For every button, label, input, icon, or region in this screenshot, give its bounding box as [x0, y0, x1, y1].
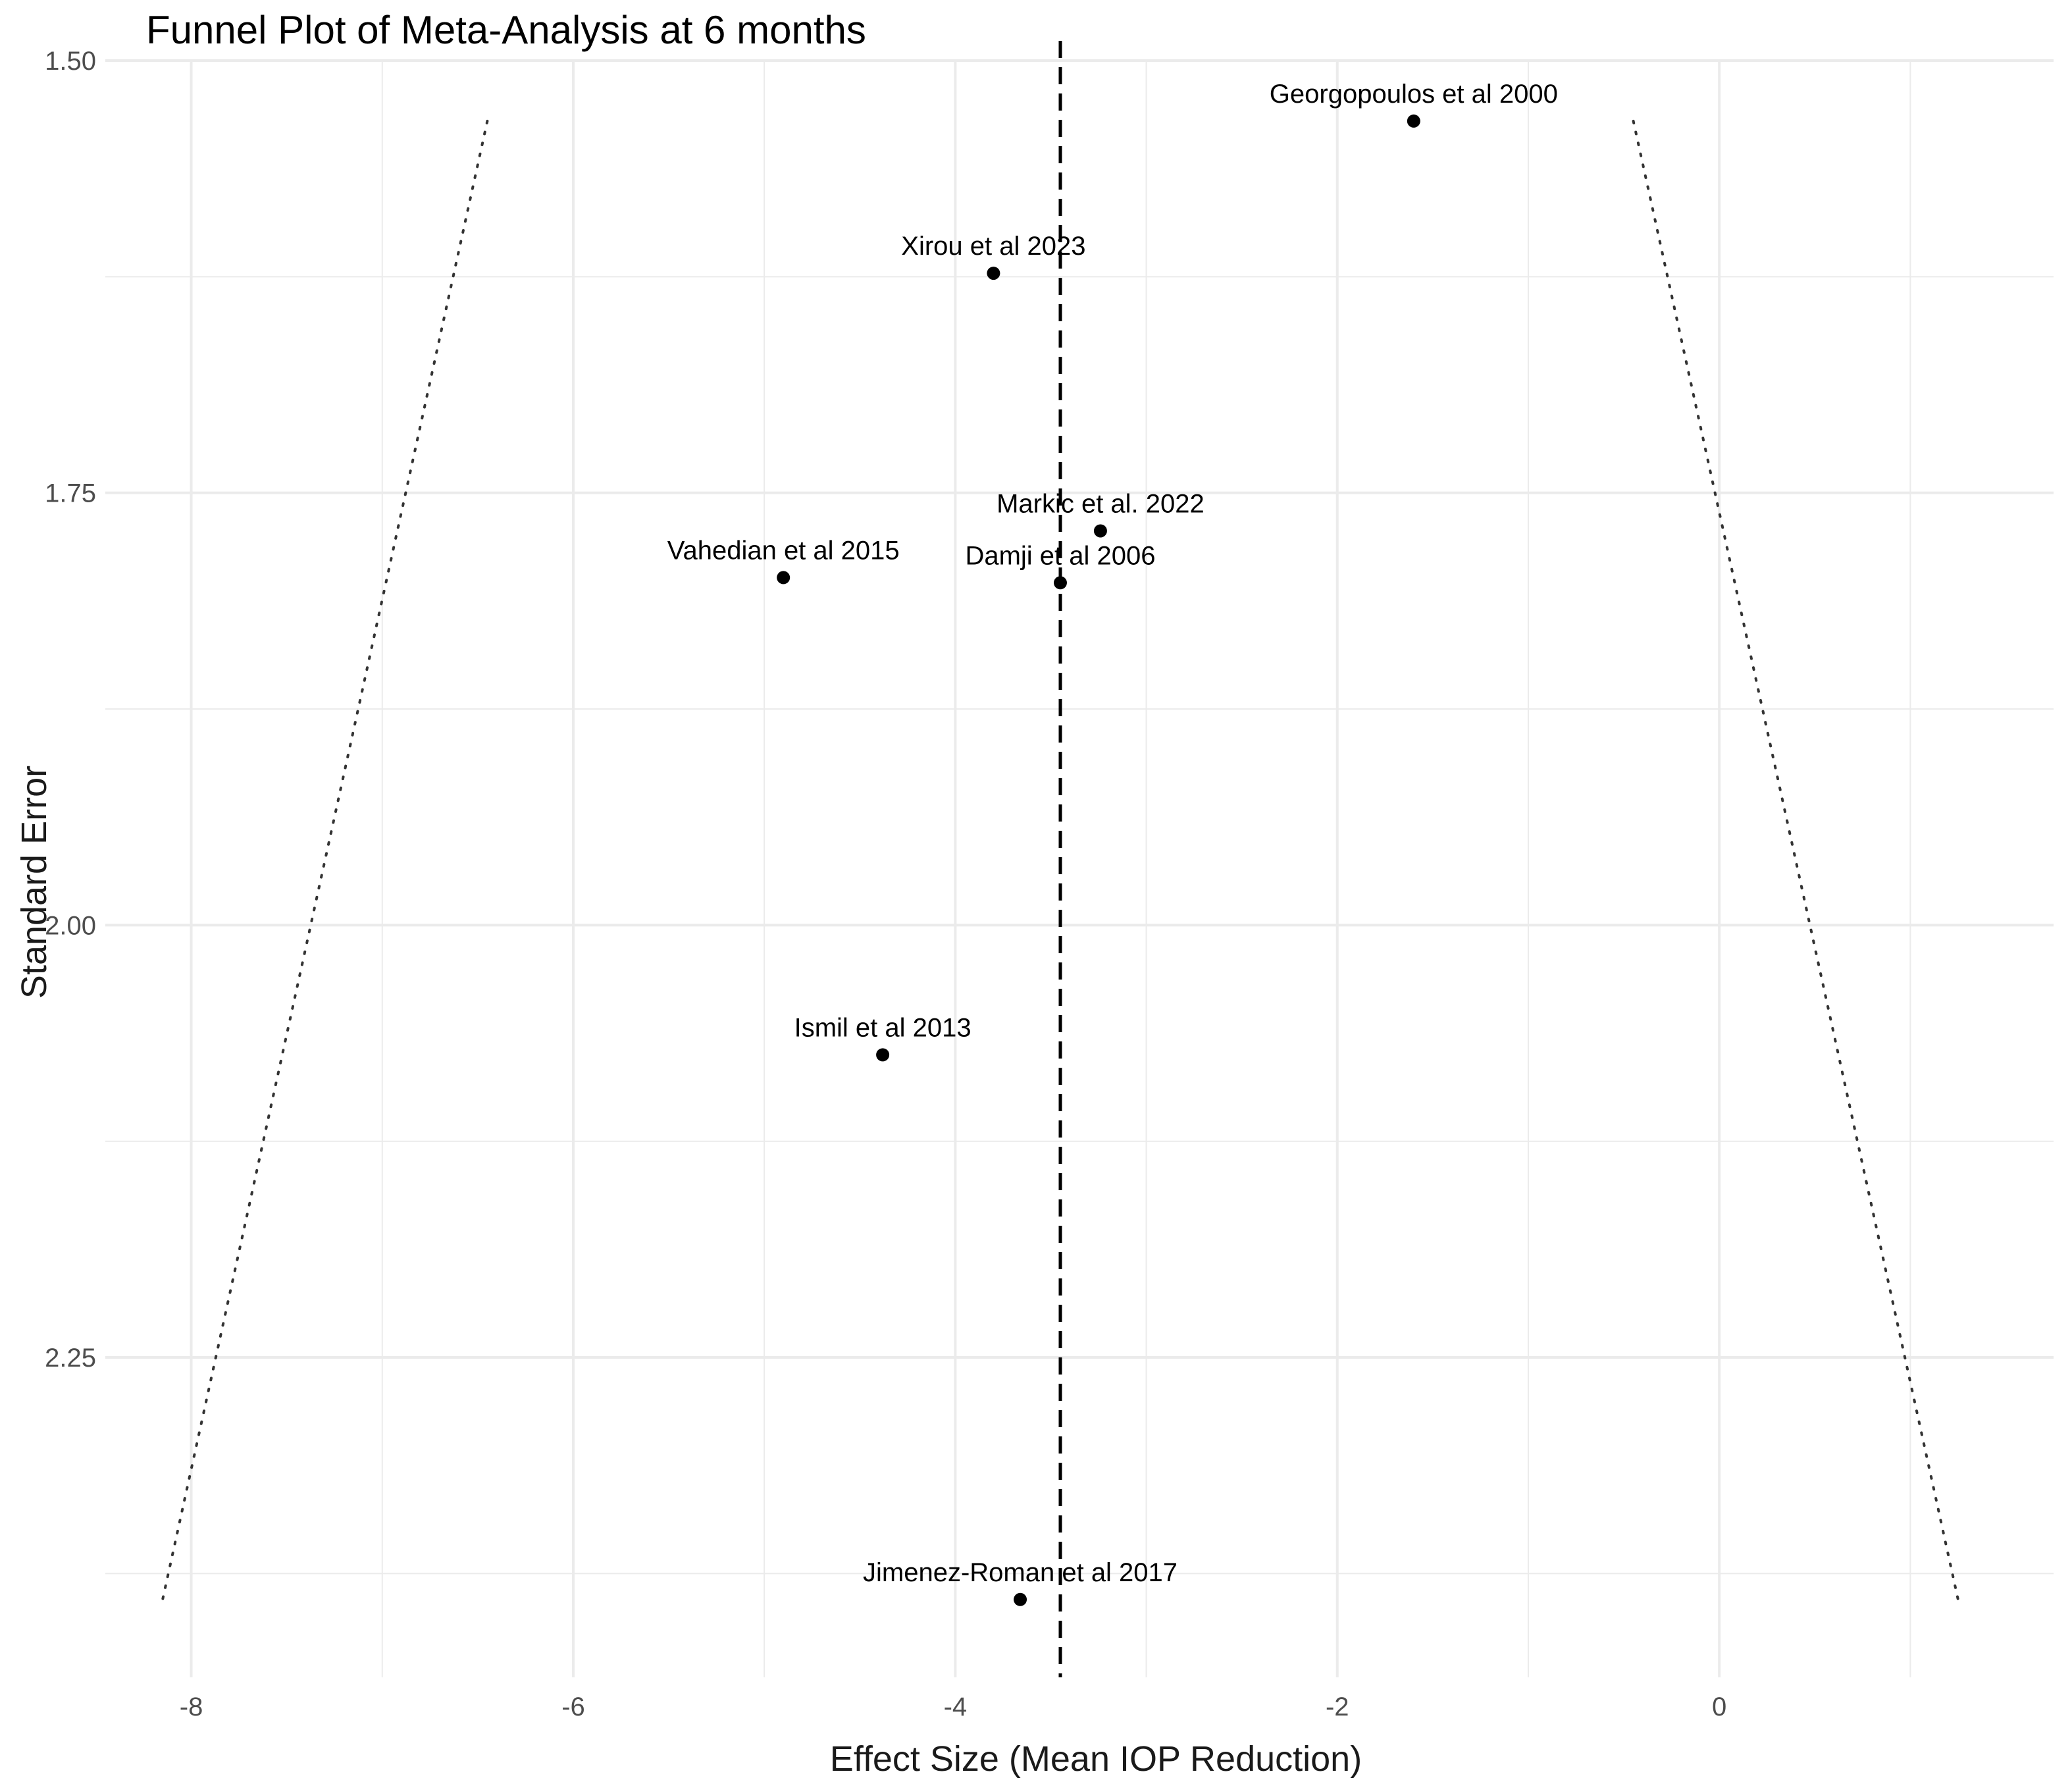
x-tick-label: -2	[1326, 1692, 1349, 1721]
data-point	[1014, 1592, 1027, 1606]
x-tick-label: 0	[1712, 1692, 1726, 1721]
point-label: Vahedian et al 2015	[667, 536, 900, 565]
y-tick-label: 2.25	[45, 1344, 96, 1373]
y-tick-label: 2.00	[45, 911, 96, 940]
x-tick-label: -8	[180, 1692, 203, 1721]
point-label: Xirou et al 2023	[901, 232, 1085, 261]
data-point	[987, 267, 1000, 280]
point-label: Georgopoulos et al 2000	[1270, 80, 1558, 109]
chart-title: Funnel Plot of Meta-Analysis at 6 months	[146, 8, 866, 52]
data-point	[1053, 576, 1067, 590]
data-point	[777, 571, 790, 585]
y-tick-label: 1.50	[45, 47, 96, 76]
data-point	[876, 1048, 890, 1062]
y-axis-title: Standard Error	[14, 766, 54, 999]
x-tick-label: -6	[561, 1692, 585, 1721]
x-axis-title: Effect Size (Mean IOP Reduction)	[830, 1739, 1362, 1779]
tick-labels: -8 -6 -4 -2 0 1.50 1.75 2.00 2.25	[45, 47, 1726, 1721]
point-label: Jimenez-Roman et al 2017	[863, 1558, 1178, 1587]
data-points: Georgopoulos et al 2000 Xirou et al 2023 M…	[667, 80, 1558, 1606]
grid-layer	[105, 59, 2054, 1677]
point-label: Damji et al 2006	[965, 541, 1155, 570]
data-point	[1407, 114, 1420, 128]
point-label: Ismil et al 2013	[794, 1013, 971, 1042]
funnel-line-left	[161, 119, 489, 1601]
y-tick-label: 1.75	[45, 479, 96, 508]
funnel-line-right	[1632, 119, 1959, 1601]
point-label: Markic et al. 2022	[997, 489, 1204, 518]
x-tick-label: -4	[944, 1692, 968, 1721]
data-point	[1093, 524, 1107, 538]
